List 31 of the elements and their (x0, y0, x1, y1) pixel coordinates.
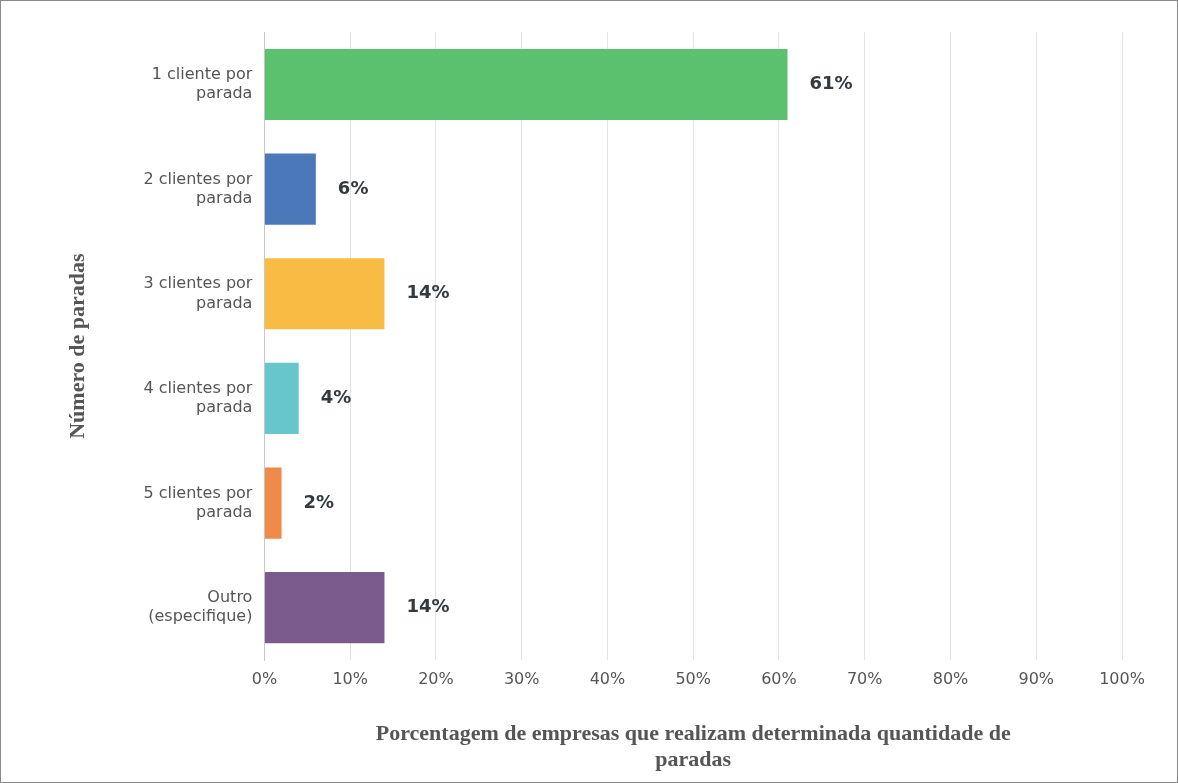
y-tick-label: 5 clientes por parada (143, 482, 253, 521)
y-tick-label: 3 clientes por parada (143, 273, 253, 312)
y-tick-label: 1 cliente por parada (151, 64, 253, 103)
x-tick-label: 100% (1099, 668, 1145, 688)
x-tick-label: 20% (418, 668, 454, 688)
x-axis-title: Porcentagem de empresas que realizam determinada quantidade de paradas (375, 720, 1011, 772)
bar (264, 467, 282, 539)
data-label: 4% (320, 386, 352, 408)
data-label: 14% (406, 281, 450, 303)
x-tick-label: 0% (251, 668, 278, 688)
data-label: 2% (303, 490, 335, 512)
x-tick-label: 50% (675, 668, 711, 688)
y-tick-label: 4 clientes por parada (143, 377, 253, 417)
x-tick-label: 60% (761, 668, 797, 688)
bar (264, 48, 788, 121)
bar (264, 153, 316, 225)
data-label: 6% (337, 176, 369, 198)
x-tick-label: 80% (932, 668, 969, 688)
data-label: 14% (406, 595, 450, 617)
x-tick-label: 30% (503, 668, 540, 688)
bar (264, 362, 299, 434)
y-axis-title: Número de paradas (63, 252, 89, 439)
x-tick-label: 90% (1018, 668, 1055, 688)
x-tick-label: 70% (846, 668, 883, 688)
bar (264, 572, 385, 644)
bar (264, 258, 385, 330)
x-tick-label: 10% (332, 668, 368, 688)
data-label: 61% (809, 72, 853, 94)
x-tick-label: 40% (589, 668, 626, 688)
y-tick-label: 2 clientes por parada (143, 168, 253, 207)
y-tick-label: Outro (especifique) (148, 587, 253, 626)
